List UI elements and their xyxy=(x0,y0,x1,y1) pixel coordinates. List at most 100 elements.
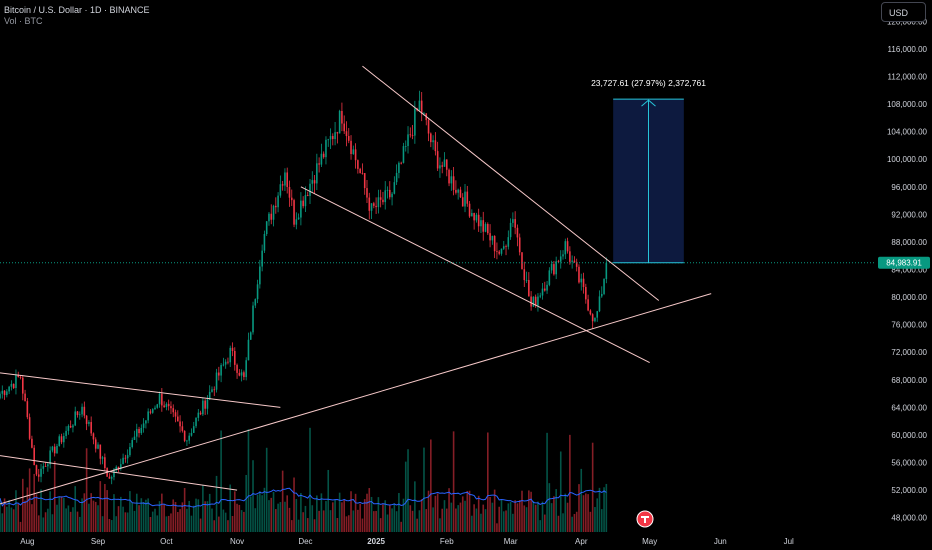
time-axis[interactable]: Aug Sep Oct Nov Dec 2025 Feb Mar Apr May Jun Jul xyxy=(0,532,875,550)
volume-bar xyxy=(605,483,608,532)
candle xyxy=(56,443,58,454)
volume-bar xyxy=(35,494,38,532)
candle xyxy=(300,192,302,226)
candle xyxy=(94,437,97,453)
volume-bar xyxy=(220,430,222,532)
candle xyxy=(69,420,72,429)
volume-bar xyxy=(284,501,286,532)
volume-bar xyxy=(543,514,546,532)
volume-bar xyxy=(564,493,567,532)
candle xyxy=(603,278,605,296)
candle xyxy=(1,385,4,399)
candle xyxy=(202,397,204,417)
price-tick-label: 96,000.00 xyxy=(891,183,927,192)
volume-bar xyxy=(24,500,26,532)
trendline[interactable] xyxy=(300,186,650,364)
volume-bar xyxy=(320,493,323,532)
volume-bar xyxy=(439,518,441,532)
volume-bar xyxy=(297,519,300,532)
volume-bar xyxy=(208,493,211,532)
candle xyxy=(569,246,571,265)
candle xyxy=(507,230,510,250)
time-tick-label: Aug xyxy=(20,537,34,546)
volume-bar xyxy=(402,498,405,532)
volume-bar xyxy=(174,501,177,532)
candle xyxy=(26,397,29,420)
candle xyxy=(512,212,514,228)
volume-bar xyxy=(288,507,291,532)
candle xyxy=(65,426,67,439)
volume-bar xyxy=(113,494,115,532)
candle xyxy=(40,463,42,483)
price-chart[interactable]: 23,727.61 (27.97%) 2,372,761 xyxy=(0,0,875,532)
measure-arrowhead xyxy=(641,99,656,107)
volume-bar xyxy=(181,502,184,532)
volume-bar xyxy=(450,502,453,532)
volume-bar xyxy=(140,498,143,532)
candle xyxy=(311,171,314,192)
volume-bar xyxy=(67,505,70,532)
trendline[interactable] xyxy=(0,455,238,491)
volume-bar xyxy=(78,516,81,532)
candle xyxy=(464,184,466,213)
volume-bar xyxy=(404,461,407,532)
candle xyxy=(352,145,355,155)
price-axis[interactable]: 120,000.00116,000.00112,000.00108,000.00… xyxy=(875,0,932,532)
measure-tool[interactable]: 23,727.61 (27.97%) 2,372,761 xyxy=(591,78,706,264)
candle xyxy=(188,432,190,444)
candle xyxy=(313,174,316,194)
candle xyxy=(343,115,345,135)
volume-bar xyxy=(215,475,218,532)
volume-bar xyxy=(211,508,213,532)
candle xyxy=(530,291,532,311)
candle xyxy=(327,138,330,147)
volume-bar xyxy=(47,508,49,532)
candle xyxy=(589,309,592,316)
currency-button[interactable]: USD xyxy=(881,2,926,22)
candle xyxy=(432,135,434,150)
trendline[interactable] xyxy=(362,65,660,301)
candle xyxy=(578,264,580,284)
candle xyxy=(259,259,261,289)
candle xyxy=(147,408,149,424)
candle xyxy=(133,430,136,440)
trendline[interactable] xyxy=(0,372,281,408)
volume-bar xyxy=(384,500,387,532)
volume-bar xyxy=(443,500,446,532)
candle xyxy=(76,411,79,418)
volume-bar xyxy=(557,515,560,532)
trendline[interactable] xyxy=(0,293,712,505)
volume-bar xyxy=(10,507,13,532)
trendlines[interactable] xyxy=(0,65,712,505)
volume-bar xyxy=(521,490,523,532)
volume-bar xyxy=(423,447,425,532)
candle xyxy=(316,153,318,190)
volume-bar xyxy=(56,504,58,532)
candle xyxy=(525,271,528,283)
candle xyxy=(548,267,551,287)
volume-bar xyxy=(466,490,469,532)
candle xyxy=(213,386,216,397)
volume-bar xyxy=(386,514,389,532)
volume-bar xyxy=(279,502,282,532)
price-ticks: 120,000.00116,000.00112,000.00108,000.00… xyxy=(887,17,928,522)
volume-bar xyxy=(129,491,131,532)
volume-bar xyxy=(407,449,409,532)
candle xyxy=(0,391,1,400)
candle xyxy=(306,191,309,197)
candle xyxy=(384,181,387,210)
volume-bar xyxy=(1,513,4,532)
volume-bar xyxy=(199,518,202,532)
candle xyxy=(268,212,270,226)
tradingview-logo-icon[interactable] xyxy=(636,510,654,528)
volume-bar xyxy=(562,513,564,532)
volume-bar xyxy=(509,501,512,532)
volume-bar xyxy=(484,509,487,532)
symbol-title[interactable]: Bitcoin / U.S. Dollar · 1D · BINANCE xyxy=(4,5,150,15)
candle xyxy=(293,198,295,228)
volume-bar xyxy=(341,502,343,532)
volume-bar xyxy=(418,510,421,532)
volume-bar xyxy=(316,495,318,532)
volume-bar xyxy=(329,510,332,532)
volume-legend[interactable]: Vol · BTC xyxy=(4,16,43,26)
